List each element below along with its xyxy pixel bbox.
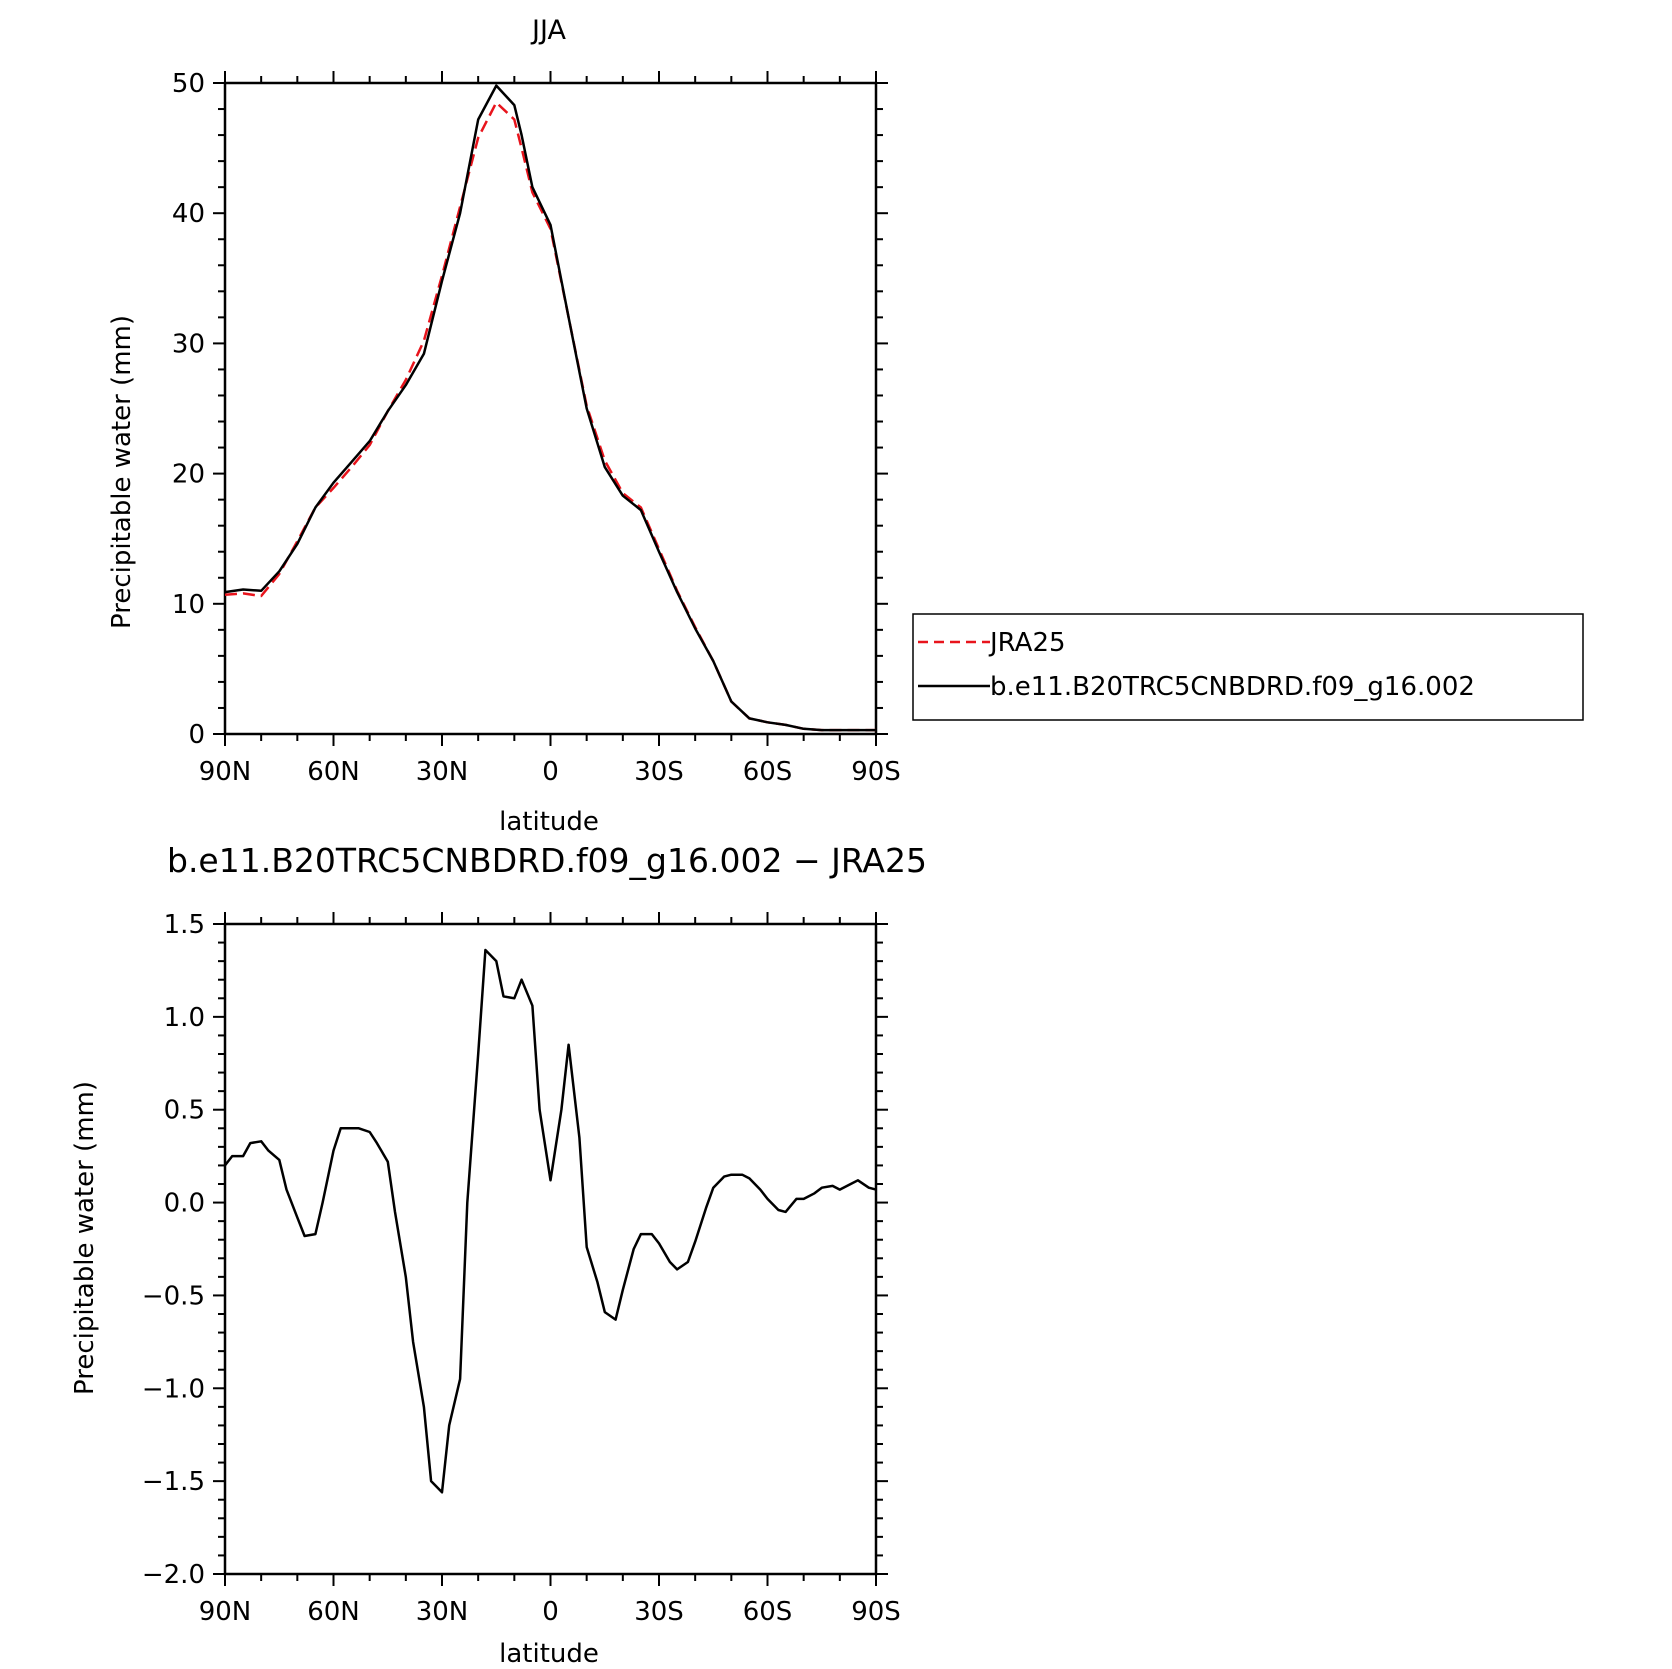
bottom-series-difference-line xyxy=(224,948,877,1494)
top-series-b-e11-b20trc5cnbdrd-f09-g16-002-line xyxy=(224,84,876,732)
top-ytick-label: 0 xyxy=(188,720,205,750)
top-ytick-label: 30 xyxy=(172,329,205,359)
top-ytick-label: 20 xyxy=(172,460,205,490)
top-xtick-label: 60S xyxy=(743,757,793,787)
bottom-ytick-label: 0.0 xyxy=(164,1189,205,1219)
top-ytick-label: 40 xyxy=(172,199,205,229)
legend-label-jra25: JRA25 xyxy=(988,628,1066,658)
bottom-xtick-label: 0 xyxy=(542,1597,559,1627)
legend-label-model: b.e11.B20TRC5CNBDRD.f09_g16.002 xyxy=(990,672,1475,702)
bottom-xtick-label: 30S xyxy=(634,1597,684,1627)
bottom-ytick-label: 1.5 xyxy=(164,910,205,940)
top-plot-area: 90N 60N 30N 0 30S 60S 90S 0 10 20 30 40 50 xyxy=(172,69,901,787)
bottom-ytick-label: −1.5 xyxy=(142,1467,205,1497)
bottom-xtick-label: 90N xyxy=(199,1597,252,1627)
top-ylabel: Precipitable water (mm) xyxy=(107,315,137,629)
top-xlabel: latitude xyxy=(499,807,599,837)
top-xtick-label: 30N xyxy=(416,757,469,787)
bottom-panel: b.e11.B20TRC5CNBDRD.f09_g16.002 − JRA25 … xyxy=(70,841,927,1669)
top-xtick-label: 60N xyxy=(307,757,360,787)
bottom-ytick-label: 0.5 xyxy=(164,1096,205,1126)
top-xtick-label: 90S xyxy=(851,757,901,787)
bottom-xlabel: latitude xyxy=(499,1639,599,1669)
bottom-ytick-label: 1.0 xyxy=(164,1003,205,1033)
bottom-xtick-label: 30N xyxy=(416,1597,469,1627)
bottom-ylabel: Precipitable water (mm) xyxy=(70,1081,100,1395)
top-xtick-label: 90N xyxy=(199,757,252,787)
top-ytick-label: 50 xyxy=(172,69,205,99)
bottom-title: b.e11.B20TRC5CNBDRD.f09_g16.002 − JRA25 xyxy=(167,841,927,880)
bottom-xtick-label: 60S xyxy=(743,1597,793,1627)
bottom-ytick-label: −2.0 xyxy=(142,1560,205,1590)
bottom-ytick-label: −1.0 xyxy=(142,1374,205,1404)
legend: JRA25 b.e11.B20TRC5CNBDRD.f09_g16.002 xyxy=(912,613,1584,721)
top-series-jra25-line xyxy=(224,101,876,732)
bottom-frame xyxy=(223,922,878,1576)
bottom-xtick-label: 60N xyxy=(307,1597,360,1627)
legend-box xyxy=(912,613,1584,721)
top-xtick-label: 0 xyxy=(542,757,559,787)
top-title: JJA xyxy=(530,15,566,46)
top-xtick-label: 30S xyxy=(634,757,684,787)
bottom-ytick-label: −0.5 xyxy=(142,1281,205,1311)
top-frame xyxy=(223,81,878,736)
bottom-plot-area: 90N 60N 30N 0 30S 60S 90S 1.5 1.0 0.5 0.0 −0.5 −1.0 −… xyxy=(142,910,901,1627)
top-panel: JJA 90N 60N 30N 0 30S 60S 90S 0 10 20 30 40 50 latit… xyxy=(107,15,901,837)
bottom-xtick-label: 90S xyxy=(851,1597,901,1627)
top-ytick-label: 10 xyxy=(172,590,205,620)
